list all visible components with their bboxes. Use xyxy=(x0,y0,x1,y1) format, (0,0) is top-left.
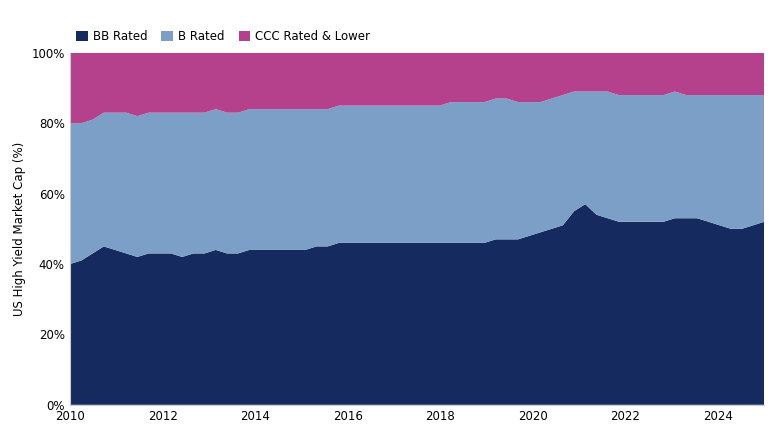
Legend: BB Rated, B Rated, CCC Rated & Lower: BB Rated, B Rated, CCC Rated & Lower xyxy=(76,30,370,44)
Y-axis label: US High Yield Market Cap (%): US High Yield Market Cap (%) xyxy=(12,142,26,316)
